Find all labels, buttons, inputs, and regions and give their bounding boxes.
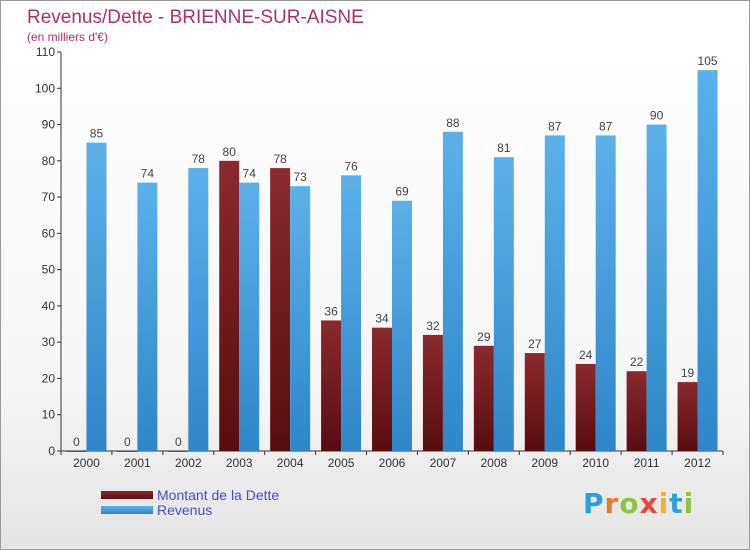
bar-dette <box>626 371 647 451</box>
data-label: 87 <box>548 119 562 133</box>
bar-revenus <box>442 131 463 452</box>
x-tick-label: 2007 <box>430 456 457 470</box>
bar-revenus <box>392 200 412 451</box>
bar-revenus <box>137 182 158 451</box>
logo-letter: o <box>619 487 640 520</box>
bar-dette <box>524 353 545 451</box>
x-tick-label: 2009 <box>531 456 558 470</box>
data-label: 88 <box>446 116 460 130</box>
data-label: 74 <box>243 167 257 181</box>
proxiti-logo: Proxiti <box>583 487 694 520</box>
x-tick-label: 2003 <box>226 456 253 470</box>
y-tick-label: 10 <box>42 408 56 422</box>
data-label: 27 <box>528 337 542 351</box>
bar-revenus <box>86 142 107 451</box>
y-tick-label: 100 <box>35 81 55 95</box>
logo-letter: x <box>639 487 659 520</box>
logo-letter: t <box>669 487 684 520</box>
bar-dette <box>677 382 698 451</box>
bar-dette <box>473 345 494 451</box>
bar-dette <box>168 451 189 452</box>
bar-dette <box>219 160 240 451</box>
x-tick-label: 2001 <box>124 456 151 470</box>
x-tick-label: 2005 <box>328 456 355 470</box>
logo-letter: i <box>658 487 670 520</box>
bar-revenus <box>290 186 311 451</box>
data-label: 19 <box>681 366 695 380</box>
data-label: 81 <box>497 141 511 155</box>
x-tick-label: 2011 <box>634 456 660 470</box>
y-tick-label: 90 <box>42 118 56 132</box>
x-tick-label: 2010 <box>582 456 609 470</box>
y-tick-label: 70 <box>42 190 56 204</box>
y-tick-label: 0 <box>48 444 55 458</box>
chart-title: Revenus/Dette - BRIENNE-SUR-AISNE <box>27 7 364 28</box>
legend-item-dette: Montant de la Dette <box>101 486 280 503</box>
data-label: 34 <box>375 312 389 326</box>
legend-label-revenus: Revenus <box>157 501 213 518</box>
bar-dette <box>422 334 443 451</box>
data-label: 24 <box>579 348 593 362</box>
y-tick-label: 50 <box>42 263 56 277</box>
y-tick-label: 40 <box>42 299 56 313</box>
logo-letter: r <box>604 487 620 520</box>
logo-letter: i <box>683 487 695 520</box>
bar-dette <box>372 327 392 451</box>
bar-dette <box>117 451 138 452</box>
bar-revenus <box>493 157 514 451</box>
data-label: 36 <box>324 304 338 318</box>
x-tick-label: 2006 <box>379 456 406 470</box>
bar-revenus <box>239 182 260 451</box>
data-label: 78 <box>273 152 287 166</box>
legend-item-revenus: Revenus <box>101 501 279 518</box>
data-label: 0 <box>124 435 131 449</box>
y-tick-label: 80 <box>42 154 56 168</box>
data-label: 85 <box>90 127 104 141</box>
x-tick-label: 2000 <box>73 456 100 470</box>
bar-revenus <box>697 70 718 452</box>
legend-swatch-revenus <box>101 505 153 514</box>
data-label: 76 <box>344 159 358 173</box>
legend-swatch-dette <box>101 490 153 499</box>
data-label: 73 <box>293 170 307 184</box>
data-label: 0 <box>175 435 182 449</box>
data-label: 105 <box>698 54 718 68</box>
bar-dette <box>321 320 342 451</box>
data-label: 78 <box>192 152 206 166</box>
bar-dette <box>270 168 291 451</box>
data-label: 22 <box>630 355 644 369</box>
legend: Montant de la Dette Revenus <box>101 486 280 518</box>
data-label: 90 <box>650 109 664 123</box>
legend-label-dette: Montant de la Dette <box>157 486 280 503</box>
y-tick-label: 20 <box>42 371 56 385</box>
bar-revenus <box>544 135 565 451</box>
data-label: 69 <box>395 185 409 199</box>
logo-letter: P <box>583 487 605 520</box>
data-label: 29 <box>477 330 491 344</box>
bar-dette <box>575 363 596 451</box>
data-label: 74 <box>141 167 155 181</box>
y-tick-label: 110 <box>36 45 55 59</box>
x-tick-label: 2012 <box>684 456 711 470</box>
data-label: 0 <box>73 435 80 449</box>
x-tick-label: 2004 <box>277 456 304 470</box>
data-label: 80 <box>223 145 237 159</box>
bar-revenus <box>188 168 209 451</box>
y-tick-label: 30 <box>42 335 56 349</box>
data-label: 32 <box>426 319 440 333</box>
y-tick-label: 60 <box>42 226 56 240</box>
bar-revenus <box>341 175 362 451</box>
bar-revenus <box>646 124 667 451</box>
x-tick-label: 2008 <box>480 456 507 470</box>
bar-revenus <box>595 135 616 451</box>
bar-dette <box>66 451 87 452</box>
data-label: 87 <box>599 119 613 133</box>
chart-subtitle: (en milliers d'€) <box>27 30 108 44</box>
x-tick-label: 2002 <box>175 456 202 470</box>
